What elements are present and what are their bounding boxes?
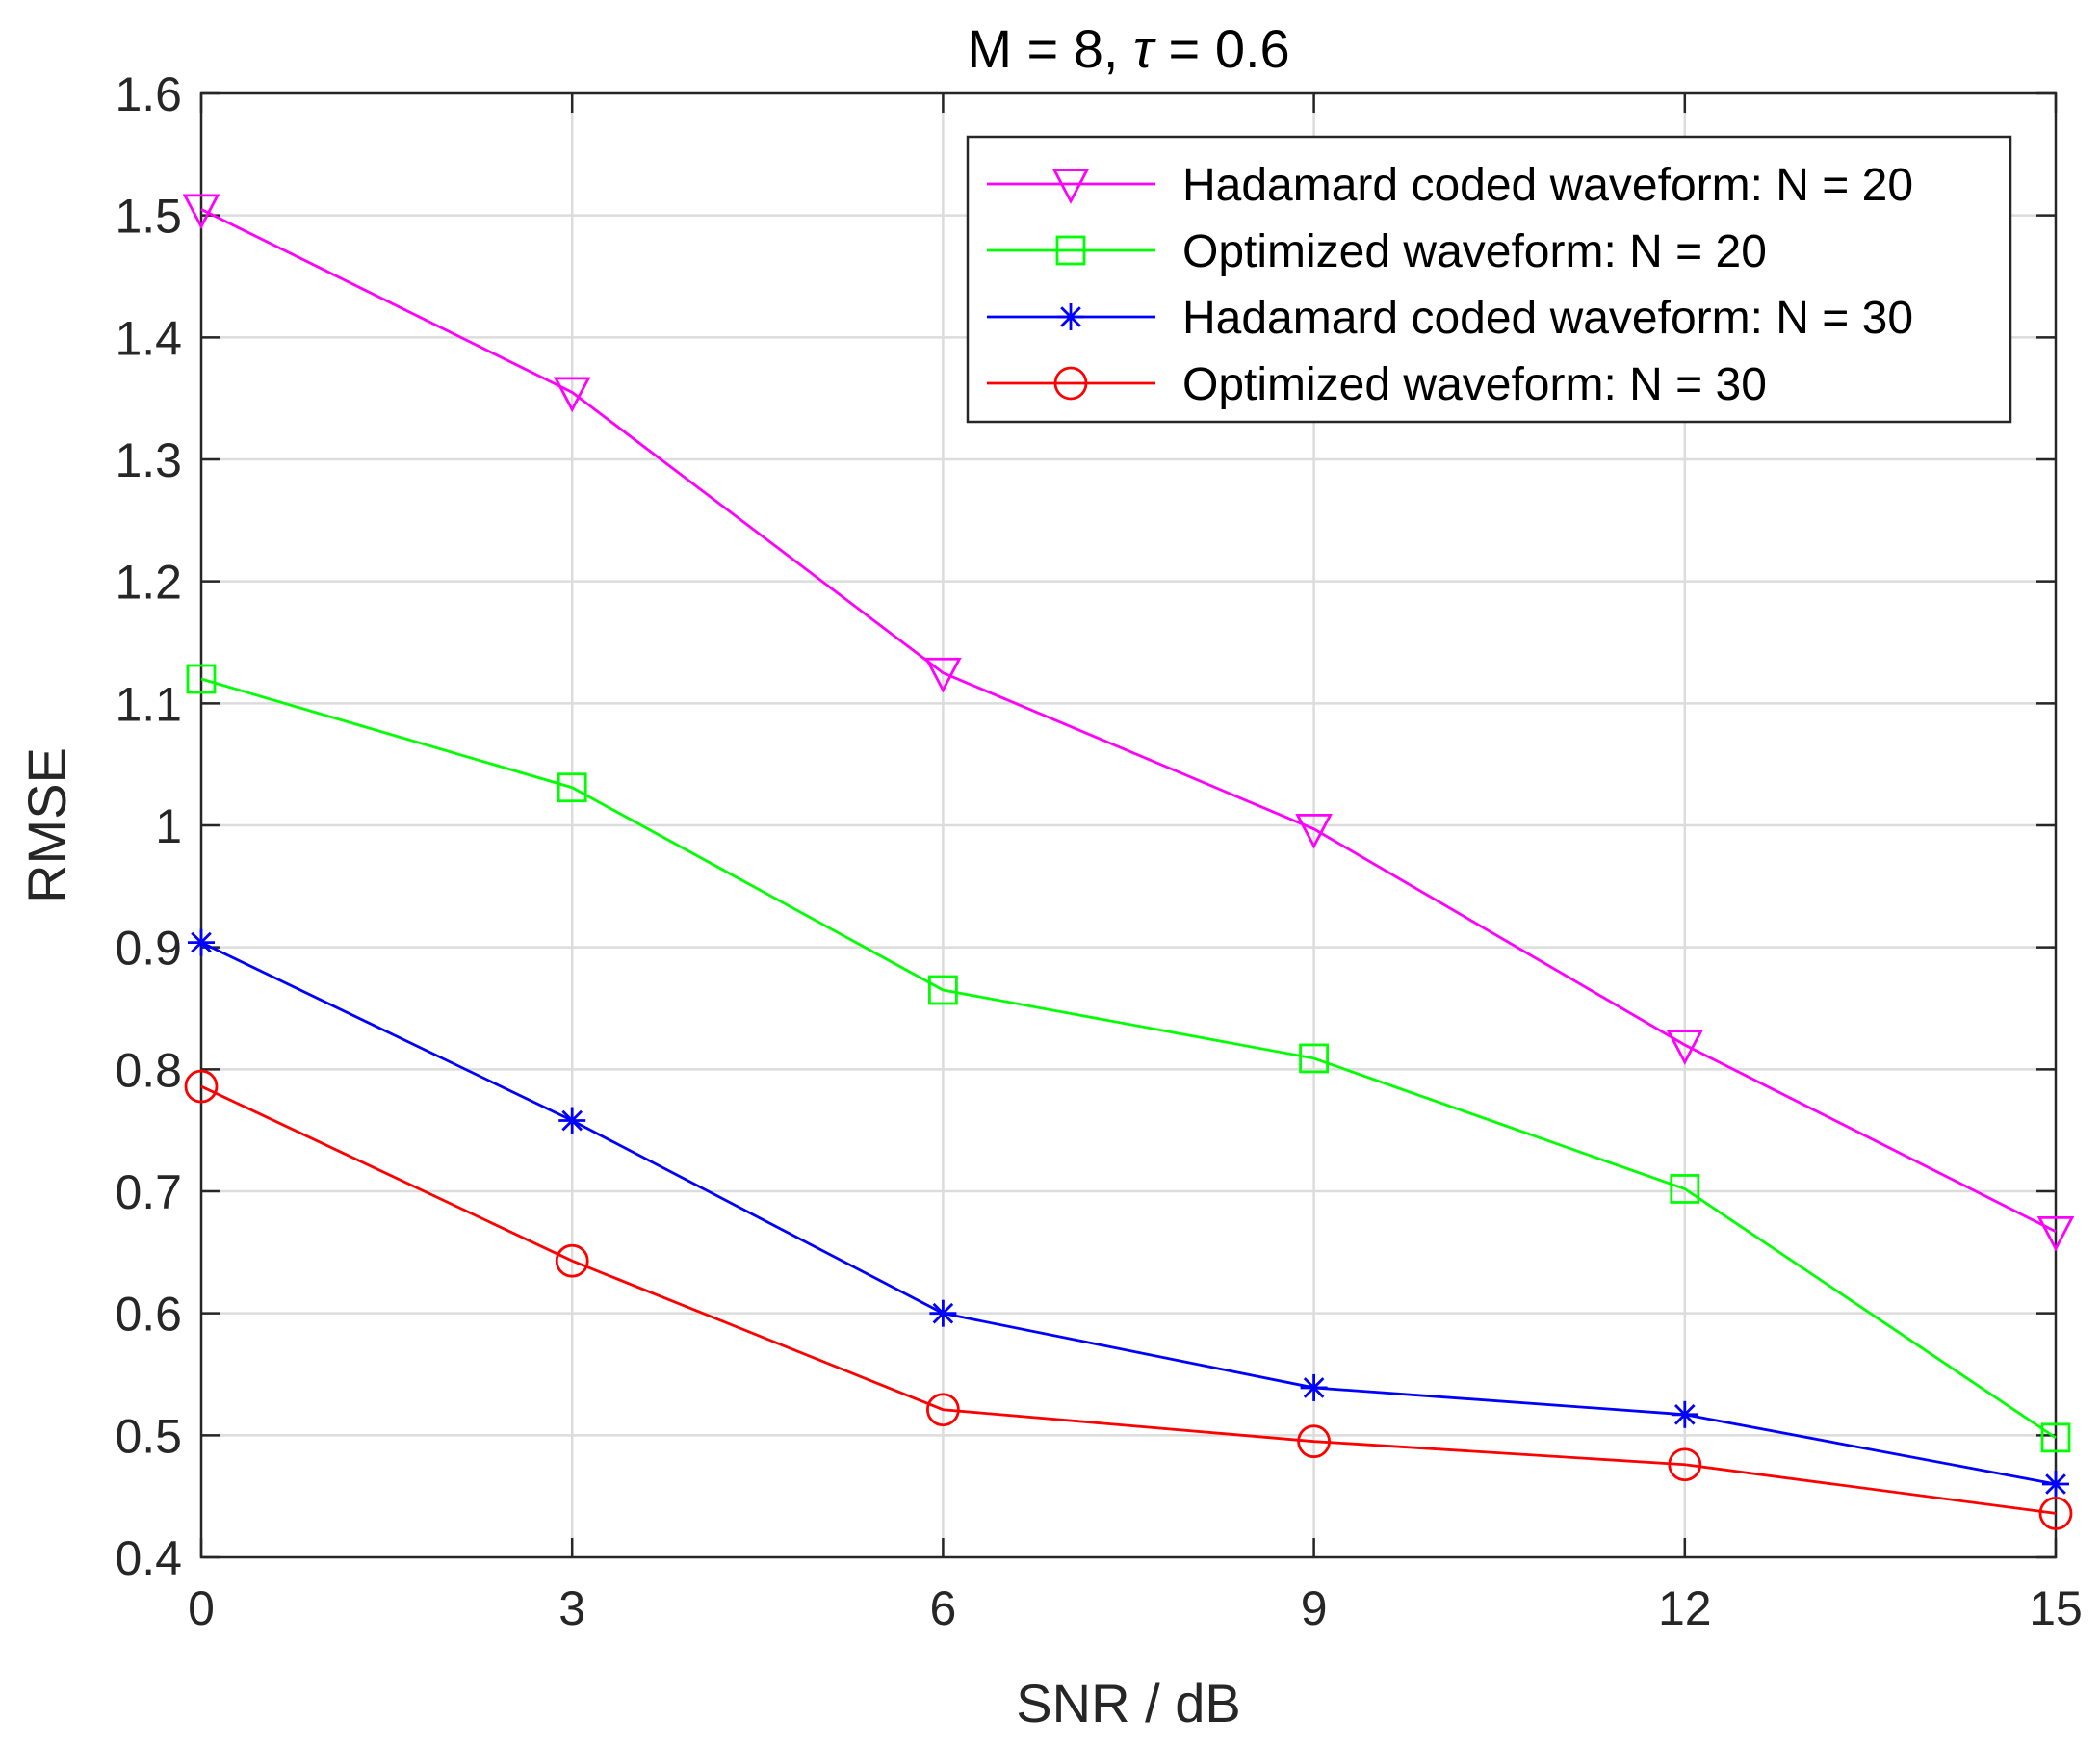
asterisk-stroke [1060,306,1081,327]
data-point-marker [2040,1422,2071,1453]
axis-ticks: 0 3 6 9 12 15 0.4 0.5 0.6 0.7 0.8 0.9 1 1.1 1.2 1.3 1.4 1… [115,67,2082,1635]
legend-entries: Hadamard coded waveform: N = 20 Optimized… [987,160,1913,410]
legend-marker [1055,235,1086,266]
asterisk-stroke [2045,1473,2066,1495]
y-tick-label: 1.2 [115,556,182,610]
y-tick-label: 0.6 [115,1288,182,1342]
y-tick-label: 0.5 [115,1409,182,1463]
data-point-marker [184,1069,219,1104]
asterisk-stroke [1674,1404,1696,1425]
series-line [200,208,2057,1234]
series-3 [188,928,2069,1498]
y-axis-label: RMSE [16,747,77,903]
y-tick-label: 0.4 [115,1531,182,1585]
data-point-marker [1300,1373,1328,1401]
data-point-marker [553,377,591,413]
data-point-marker [1666,1030,1704,1065]
y-tick-label: 1.1 [115,677,182,731]
data-point-marker [929,1299,957,1327]
legend-marker [1053,366,1088,401]
x-tick-label: 3 [558,1581,585,1635]
data-point-marker [1670,1174,1700,1204]
data-point-marker [1295,813,1333,849]
y-tick-label: 0.7 [115,1165,182,1219]
x-tick-label: 0 [188,1581,215,1635]
data-point-marker [1297,1424,1331,1459]
legend-entry: Hadamard coded waveform: N = 30 [987,293,1913,344]
data-point-marker [2036,1215,2075,1252]
y-tick-label: 0.8 [115,1043,182,1097]
data-point-marker [186,664,217,694]
x-tick-label: 12 [1658,1581,1712,1635]
data-point-marker [926,1393,960,1427]
data-point-marker [2042,1471,2069,1498]
data-point-marker [188,928,215,956]
series-line [200,1084,2057,1515]
y-tick-label: 1.5 [115,190,182,244]
data-point-marker [1299,1043,1329,1074]
title-prefix: M = 8, [967,18,1133,79]
data-point-marker [1671,1400,1698,1428]
legend-label: Hadamard coded waveform: N = 30 [1182,293,1913,344]
chart-title: M = 8, τ = 0.6 [967,18,1289,79]
asterisk-stroke [932,1302,954,1324]
data-point-marker [2038,1497,2073,1530]
legend-entry: Hadamard coded waveform: N = 20 [987,160,1913,211]
legend-label: Hadamard coded waveform: N = 20 [1182,160,1913,211]
title-suffix: = 0.6 [1154,18,1290,79]
series-4 [184,1069,2073,1530]
data-point-marker [555,1243,589,1278]
series-line [200,677,2057,1440]
y-tick-label: 1.3 [115,433,182,487]
series-line [200,941,2057,1486]
asterisk-stroke [561,1109,583,1132]
data-point-marker [558,1107,586,1134]
legend-label: Optimized waveform: N = 20 [1182,226,1767,277]
legend: Hadamard coded waveform: N = 20 Optimized… [966,135,2012,424]
y-tick-label: 1.6 [115,67,182,121]
series-1 [182,194,2075,1252]
y-tick-label: 1 [155,799,182,853]
x-axis-label: SNR / dB [1016,1673,1240,1734]
data-point-marker [924,657,962,693]
data-point-marker [557,772,587,803]
asterisk-stroke [1303,1377,1325,1398]
grid-lines [201,93,2056,1557]
data-point-marker [928,975,958,1005]
series-2 [186,664,2071,1453]
data-series [182,194,2075,1530]
asterisk-stroke [191,931,212,953]
x-tick-label: 6 [929,1581,956,1635]
data-point-marker [1668,1447,1702,1482]
legend-entry: Optimized waveform: N = 20 [987,226,1767,277]
x-tick-label: 15 [2029,1581,2083,1635]
legend-marker [1051,169,1090,204]
y-tick-label: 1.4 [115,311,182,365]
y-tick-label: 0.9 [115,922,182,976]
title-tau-symbol: τ [1133,18,1156,79]
data-point-marker [182,194,220,230]
x-tick-label: 9 [1301,1581,1328,1635]
legend-label: Optimized waveform: N = 30 [1182,359,1767,410]
legend-marker [1057,303,1084,330]
legend-entry: Optimized waveform: N = 30 [987,359,1767,410]
